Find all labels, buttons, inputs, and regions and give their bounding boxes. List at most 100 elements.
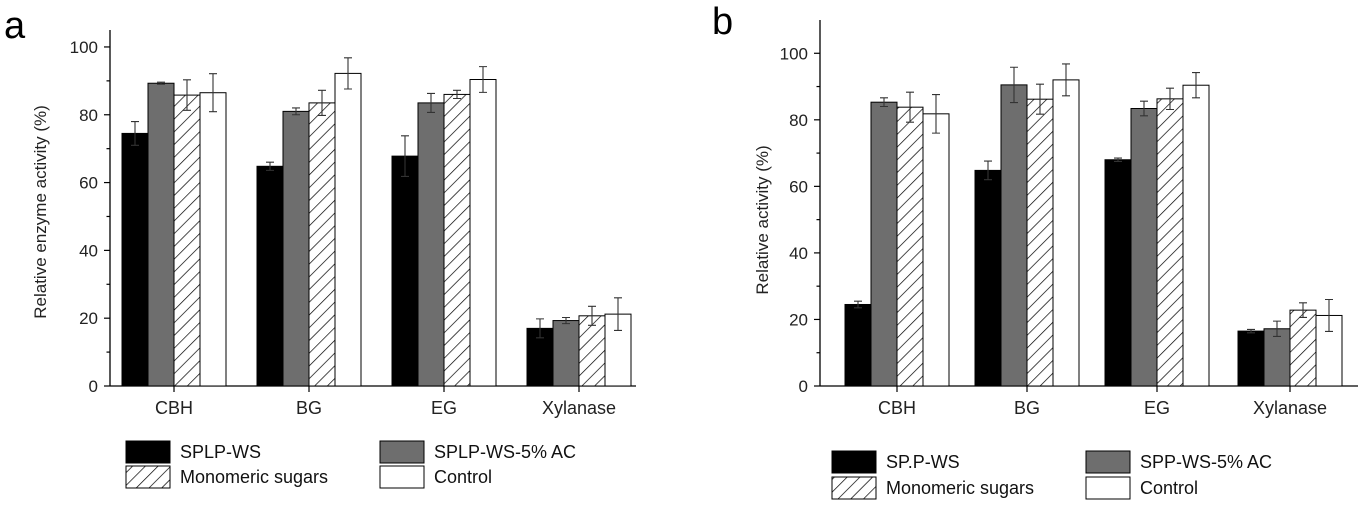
bar	[417, 102, 445, 387]
bar	[334, 72, 362, 387]
bar	[974, 169, 1002, 387]
error-bar	[131, 120, 139, 146]
error-bar	[427, 92, 435, 113]
error-bar	[562, 316, 570, 325]
y-tick-label: 0	[89, 377, 98, 396]
y-tick-label: 60	[79, 174, 98, 193]
x-tick-label: CBH	[878, 398, 916, 418]
y-tick-label: 100	[780, 44, 808, 63]
bar	[896, 106, 924, 387]
error-bar	[453, 89, 461, 100]
bar	[282, 110, 310, 387]
error-bar	[880, 97, 888, 108]
error-bar	[1036, 83, 1044, 115]
bar	[121, 132, 149, 387]
error-bar	[1010, 66, 1018, 104]
axes: 0 20 40 60 80 100 CBH BG EG Xylanase	[70, 30, 636, 418]
y-tick-label: 0	[799, 377, 808, 396]
error-bar	[344, 57, 352, 90]
legend-swatch	[379, 440, 425, 464]
bar	[1289, 309, 1317, 387]
error-bar	[1114, 157, 1122, 162]
y-tick-label: 20	[789, 310, 808, 329]
bar	[199, 92, 227, 387]
bar	[552, 320, 580, 387]
bars	[844, 63, 1343, 387]
bar	[1182, 84, 1210, 387]
error-bar	[1140, 100, 1148, 117]
error-bar	[1299, 302, 1307, 319]
x-tick-label: EG	[431, 398, 457, 418]
legend: SPLP-WS SPLP-WS-5% AC Monomeric sugars Cont…	[125, 440, 576, 489]
y-tick-label: 100	[70, 38, 98, 57]
bar	[469, 79, 497, 387]
legend-label: Monomeric sugars	[180, 467, 328, 487]
bar	[1052, 79, 1080, 387]
y-tick-label: 80	[789, 111, 808, 130]
panel-label: b	[712, 1, 733, 43]
legend-swatch	[1085, 476, 1131, 500]
legend-label: SP.P-WS	[886, 452, 960, 472]
error-bar	[318, 89, 326, 116]
error-bar	[614, 297, 622, 331]
x-tick-label: BG	[296, 398, 322, 418]
bar	[870, 101, 898, 387]
y-tick-label: 40	[789, 244, 808, 263]
bar	[443, 93, 471, 387]
bar	[1104, 159, 1132, 387]
error-bar	[1062, 63, 1070, 97]
chart-panel-a: a Relative enzyme activity (%) 0 20 40 60 80…	[4, 5, 636, 489]
legend-swatch	[831, 476, 877, 500]
bar	[1026, 98, 1054, 387]
legend-swatch	[125, 465, 171, 489]
error-bar	[401, 135, 409, 178]
error-bar	[854, 300, 862, 309]
legend-label: Control	[1140, 478, 1198, 498]
legend-label: Monomeric sugars	[886, 478, 1034, 498]
error-bar	[292, 107, 300, 116]
error-bar	[157, 81, 165, 85]
legend-swatch	[125, 440, 171, 464]
error-bar	[1247, 328, 1255, 334]
y-tick-label: 40	[79, 241, 98, 260]
bar	[256, 165, 284, 387]
bar	[391, 155, 419, 387]
bar	[1130, 108, 1158, 387]
legend-label: SPP-WS-5% AC	[1140, 452, 1272, 472]
x-tick-label: CBH	[155, 398, 193, 418]
error-bar	[1166, 87, 1174, 111]
error-bar	[266, 161, 274, 171]
bars	[121, 57, 632, 387]
error-bar	[479, 66, 487, 93]
axes: 0 20 40 60 80 100 CBH BG EG Xylanase	[780, 20, 1358, 418]
y-axis-label: Relative enzyme activity (%)	[31, 105, 50, 319]
bar	[147, 82, 175, 387]
chart-panel-b: b Relative activity (%) 0 20 40 60 80 100 CBH B…	[712, 1, 1358, 500]
error-bar	[1273, 320, 1281, 337]
y-axis-label: Relative activity (%)	[753, 145, 772, 294]
error-bar	[1192, 72, 1200, 99]
bar	[1263, 328, 1291, 387]
legend-swatch	[1085, 450, 1131, 474]
bar	[578, 315, 606, 387]
error-bar	[906, 91, 914, 123]
legend-label: SPLP-WS	[180, 442, 261, 462]
legend: SP.P-WS SPP-WS-5% AC Monomeric sugars Contr…	[831, 450, 1272, 500]
x-tick-label: EG	[1144, 398, 1170, 418]
y-tick-label: 60	[789, 177, 808, 196]
error-bar	[183, 79, 191, 111]
error-bar	[536, 318, 544, 339]
x-tick-label: Xylanase	[542, 398, 616, 418]
x-tick-label: BG	[1014, 398, 1040, 418]
legend-label: Control	[434, 467, 492, 487]
error-bar	[1325, 298, 1333, 332]
panel-label: a	[4, 5, 26, 47]
legend-label: SPLP-WS-5% AC	[434, 442, 576, 462]
bar	[1156, 98, 1184, 387]
y-tick-label: 80	[79, 106, 98, 125]
bar	[1237, 330, 1265, 387]
bar	[922, 113, 950, 387]
y-tick-label: 20	[79, 309, 98, 328]
legend-swatch	[379, 465, 425, 489]
